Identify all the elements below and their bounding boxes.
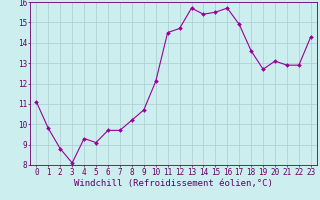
X-axis label: Windchill (Refroidissement éolien,°C): Windchill (Refroidissement éolien,°C) — [74, 179, 273, 188]
